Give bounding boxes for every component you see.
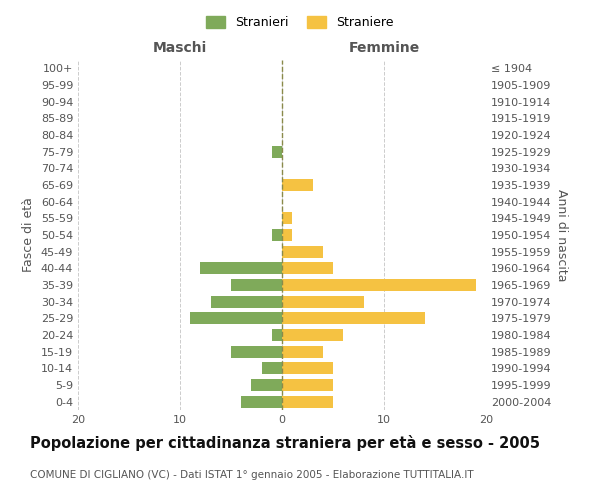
Bar <box>282 229 292 241</box>
Text: COMUNE DI CIGLIANO (VC) - Dati ISTAT 1° gennaio 2005 - Elaborazione TUTTITALIA.I: COMUNE DI CIGLIANO (VC) - Dati ISTAT 1° … <box>30 470 473 480</box>
Bar <box>282 379 333 391</box>
Bar <box>251 379 282 391</box>
Bar <box>282 279 476 291</box>
Bar <box>282 212 292 224</box>
Bar <box>282 296 364 308</box>
Bar <box>272 146 282 158</box>
Bar <box>272 229 282 241</box>
Bar <box>272 329 282 341</box>
Bar <box>190 312 282 324</box>
Bar <box>262 362 282 374</box>
Legend: Stranieri, Straniere: Stranieri, Straniere <box>202 11 398 34</box>
Bar <box>282 179 313 191</box>
Bar <box>282 262 333 274</box>
Bar <box>282 346 323 358</box>
Text: Femmine: Femmine <box>349 41 419 55</box>
Bar <box>200 262 282 274</box>
Y-axis label: Anni di nascita: Anni di nascita <box>555 188 568 281</box>
Bar <box>211 296 282 308</box>
Bar <box>282 362 333 374</box>
Bar <box>231 279 282 291</box>
Y-axis label: Fasce di età: Fasce di età <box>22 198 35 272</box>
Bar <box>231 346 282 358</box>
Bar <box>282 312 425 324</box>
Text: Popolazione per cittadinanza straniera per età e sesso - 2005: Popolazione per cittadinanza straniera p… <box>30 435 540 451</box>
Bar <box>282 246 323 258</box>
Bar <box>282 329 343 341</box>
Bar <box>282 396 333 407</box>
Bar <box>241 396 282 407</box>
Text: Maschi: Maschi <box>153 41 207 55</box>
